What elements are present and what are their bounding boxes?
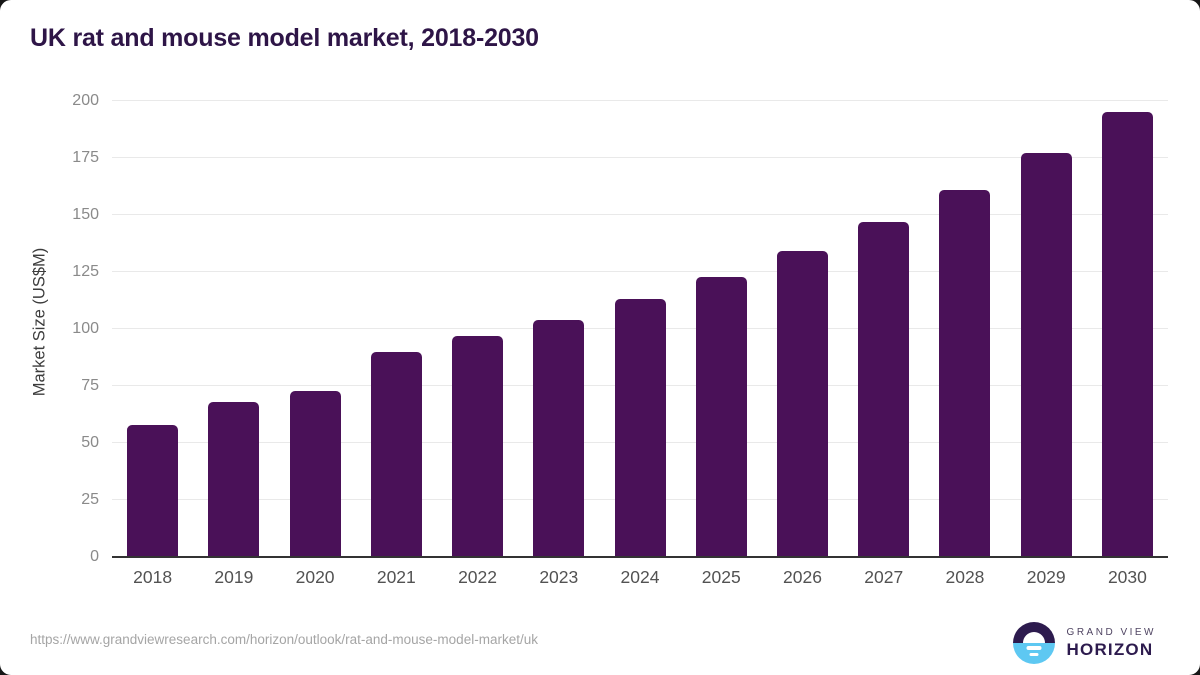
bar-slot-2029 [1006, 101, 1087, 557]
x-tick-label-2027: 2027 [864, 567, 904, 587]
bar-slot-2020 [274, 101, 355, 557]
x-axis-labels: 2018 2019 2020 2021 2022 2023 2024 2025 2026 2027… [112, 567, 1168, 588]
y-tick-label-0: 0 [90, 548, 99, 565]
bar-2028 [939, 189, 991, 557]
bar-2024 [614, 299, 666, 557]
plot-area: 0 25 50 75 100 125 150 175 200 [72, 93, 1168, 565]
bar-slot-2030 [1087, 101, 1168, 557]
bar-slot-2027 [843, 101, 924, 557]
bar-2022 [452, 335, 504, 557]
bar-2026 [776, 251, 828, 557]
x-tick-label-2026: 2026 [783, 567, 822, 587]
bar-slot-2018 [112, 101, 193, 557]
chart-title: UK rat and mouse model market, 2018-2030 [30, 24, 539, 52]
bar-2029 [1020, 153, 1072, 557]
bar-2030 [1101, 112, 1153, 557]
logo-brand-name: GRAND VIEW [1066, 626, 1156, 638]
bar-slot-2022 [437, 101, 518, 557]
x-tick-label-2030: 2030 [1107, 567, 1147, 587]
gridline-175 [112, 157, 1168, 158]
bar-2018 [127, 424, 179, 557]
reflection-line-2 [1029, 652, 1039, 656]
bar-slot-2019 [193, 101, 274, 557]
x-tick-label-2020: 2020 [295, 567, 335, 587]
y-tick-label-75: 75 [81, 377, 99, 394]
bar-2025 [695, 276, 747, 557]
bar-slot-2023 [518, 101, 599, 557]
y-tick-label-100: 100 [72, 320, 99, 337]
x-tick-label-2023: 2023 [539, 567, 579, 587]
sun-dome-shape [1022, 632, 1045, 643]
bar-slot-2024 [599, 101, 680, 557]
x-tick-label-2028: 2028 [945, 567, 985, 587]
bar-2023 [533, 319, 585, 557]
bar-slot-2021 [356, 101, 437, 557]
gridline-125 [112, 271, 1168, 272]
logo-product-name: HORIZON [1066, 639, 1154, 659]
x-tick-label-2019: 2019 [214, 567, 254, 587]
bar-2020 [289, 390, 341, 557]
bar-2019 [208, 401, 260, 557]
y-tick-label-150: 150 [72, 206, 99, 223]
bars-container [112, 101, 1168, 557]
grand-view-horizon-logo: GRAND VIEW HORIZON [1012, 622, 1156, 664]
bar-slot-2026 [762, 101, 843, 557]
logo-text: GRAND VIEW HORIZON [1067, 627, 1156, 660]
reflection-line-1 [1026, 646, 1042, 650]
x-tick-label-2029: 2029 [1026, 567, 1066, 587]
horizon-sunrise-icon [1012, 622, 1055, 664]
gridline-150 [112, 214, 1168, 215]
x-tick-label-2025: 2025 [701, 567, 741, 587]
x-tick-label-2024: 2024 [620, 567, 660, 587]
y-tick-label-200: 200 [72, 92, 99, 109]
y-tick-label-25: 25 [81, 491, 99, 508]
bar-slot-2025 [681, 101, 762, 557]
x-tick-label-2021: 2021 [376, 567, 416, 587]
y-tick-label-50: 50 [81, 434, 99, 451]
y-tick-label-175: 175 [72, 149, 99, 166]
x-axis-line [112, 556, 1168, 558]
bar-2027 [858, 221, 910, 557]
y-tick-label-125: 125 [72, 263, 99, 280]
bar-slot-2028 [924, 101, 1005, 557]
x-tick-label-2018: 2018 [133, 567, 173, 587]
x-tick-label-2022: 2022 [458, 567, 498, 587]
y-axis-title: Market Size (US$M) [30, 247, 49, 397]
gridline-200 [112, 100, 1168, 101]
bar-2021 [370, 351, 422, 557]
source-url: https://www.grandviewresearch.com/horizo… [30, 632, 538, 647]
